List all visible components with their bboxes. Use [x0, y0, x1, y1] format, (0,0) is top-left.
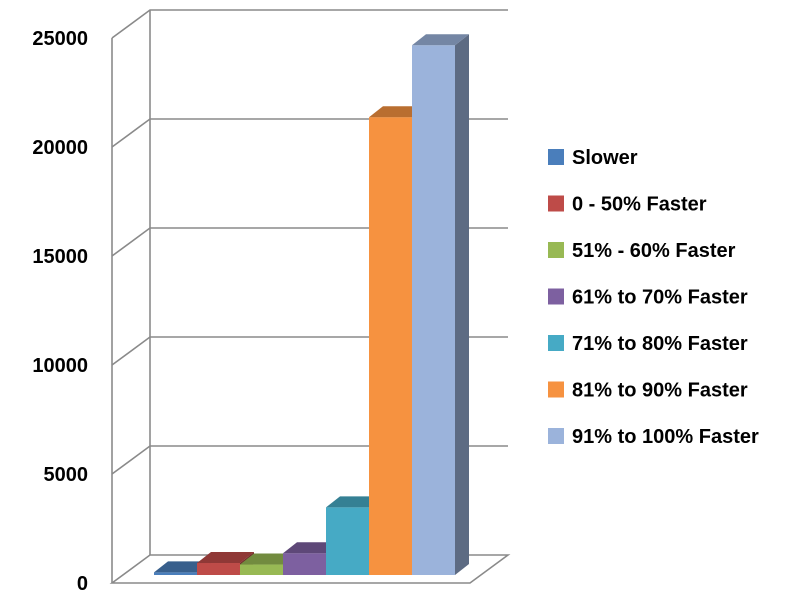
legend-swatch	[548, 335, 564, 351]
legend-swatch	[548, 149, 564, 165]
bar-front	[283, 553, 326, 575]
y-tick-label: 5000	[44, 464, 89, 486]
bar-front	[412, 45, 455, 575]
bar-front	[326, 507, 369, 575]
legend-label: 0 - 50% Faster	[572, 194, 707, 216]
legend-label: 71% to 80% Faster	[572, 333, 748, 355]
bar-front	[369, 117, 412, 575]
y-tick-label: 0	[77, 573, 88, 595]
bar-top	[283, 542, 340, 554]
legend-label: 81% to 90% Faster	[572, 380, 748, 402]
bar-top	[154, 561, 211, 573]
y-tick-label: 10000	[32, 355, 88, 377]
legend-label: 61% to 70% Faster	[572, 287, 748, 309]
y-axis-tick-labels: 0 5000 10000 15000 20000 25000	[32, 28, 88, 595]
chart-walls	[109, 9, 511, 584]
legend-swatch	[548, 242, 564, 258]
legend-item: 51% - 60% Faster	[548, 240, 736, 262]
legend: Slower 0 - 50% Faster 51% - 60% Faster 61% …	[548, 147, 759, 448]
bar-side	[455, 34, 469, 575]
bar-top	[412, 34, 469, 46]
legend-item: 0 - 50% Faster	[548, 194, 707, 216]
legend-item: 71% to 80% Faster	[548, 333, 748, 355]
gridline	[111, 9, 508, 39]
y-tick-label: 20000	[32, 137, 88, 159]
legend-label: 51% - 60% Faster	[572, 240, 736, 262]
legend-item: Slower	[548, 147, 638, 169]
bar-front	[154, 572, 197, 575]
bar-top	[240, 553, 297, 565]
bar-top	[326, 496, 383, 508]
bar-front	[197, 563, 240, 575]
legend-label: Slower	[572, 147, 638, 169]
legend-label: 91% to 100% Faster	[572, 426, 759, 448]
legend-swatch	[548, 195, 564, 212]
bar-7	[412, 34, 469, 575]
bars	[154, 34, 469, 575]
legend-item: 91% to 100% Faster	[548, 426, 759, 448]
legend-item: 61% to 70% Faster	[548, 287, 748, 309]
bar-front	[240, 564, 283, 575]
legend-swatch	[548, 288, 564, 305]
legend-swatch	[548, 428, 564, 444]
bar-top	[369, 106, 426, 118]
y-tick-label: 25000	[32, 28, 88, 50]
legend-item: 81% to 90% Faster	[548, 380, 748, 402]
y-tick-label: 15000	[32, 246, 88, 268]
chart-floor	[109, 554, 511, 584]
bar-top	[197, 552, 254, 564]
legend-swatch	[548, 381, 564, 398]
